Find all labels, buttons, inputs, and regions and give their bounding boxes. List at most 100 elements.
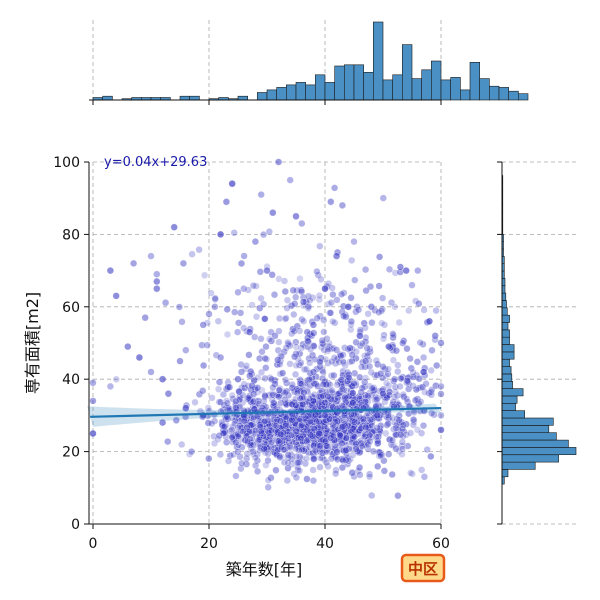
scatter-point: [389, 356, 398, 364]
scatter-point: [269, 209, 277, 217]
scatter-point: [270, 291, 279, 299]
scatter-point: [259, 300, 268, 308]
scatter-point: [286, 360, 294, 368]
scatter-point: [328, 357, 336, 366]
right-hist-bar: [501, 307, 508, 316]
scatter-point: [333, 381, 341, 389]
scatter-point: [431, 332, 439, 340]
scatter-point: [237, 464, 245, 473]
scatter-point: [321, 285, 329, 293]
scatter-point: [292, 293, 300, 301]
x-tick-label: 60: [432, 536, 450, 552]
scatter-point: [249, 450, 257, 458]
scatter-point: [326, 309, 335, 317]
scatter-point: [153, 277, 161, 286]
scatter-point: [211, 303, 219, 311]
scatter-point: [309, 321, 318, 329]
scatter-point: [283, 476, 291, 485]
scatter-point: [324, 359, 332, 367]
top-hist-bar: [392, 74, 403, 101]
scatter-point: [299, 400, 307, 409]
right-hist-bar: [501, 425, 550, 433]
scatter-point: [332, 469, 340, 478]
scatter-point: [261, 391, 269, 400]
x-tick-label: 20: [200, 536, 218, 552]
scatter-point: [252, 426, 260, 435]
scatter-point: [419, 368, 428, 376]
x-tick-label: 0: [89, 536, 98, 552]
scatter-point: [292, 343, 301, 351]
scatter-point: [339, 423, 347, 431]
scatter-point: [349, 425, 357, 433]
scatter-point: [361, 432, 369, 441]
scatter-point: [260, 418, 268, 426]
top-hist-bar: [324, 82, 335, 101]
right-hist-bar: [501, 366, 512, 375]
scatter-point: [316, 445, 324, 453]
scatter-point: [243, 454, 251, 463]
scatter-point: [185, 450, 194, 458]
district-badge: 中区: [400, 553, 446, 583]
scatter-points: [89, 158, 445, 500]
scatter-point: [243, 432, 251, 440]
scatter-point: [238, 443, 246, 451]
scatter-point: [389, 333, 397, 342]
scatter-point: [394, 492, 402, 500]
scatter-point: [248, 382, 256, 390]
scatter-point: [318, 336, 326, 345]
scatter-point: [282, 400, 291, 408]
top-hist-bar: [488, 85, 500, 101]
scatter-point: [383, 421, 391, 429]
scatter-point: [349, 399, 357, 407]
scatter-point: [260, 445, 268, 453]
scatter-point: [359, 415, 367, 423]
scatter-point: [375, 253, 384, 261]
scatter-point: [249, 390, 258, 398]
scatter-point: [276, 436, 284, 444]
scatter-point: [319, 392, 327, 400]
scatter-point: [188, 250, 196, 258]
scatter-point: [427, 366, 435, 375]
top-hist-bar: [459, 89, 471, 101]
scatter-point: [261, 315, 269, 323]
scatter-point: [161, 299, 170, 307]
scatter-point: [215, 378, 224, 386]
scatter-point: [296, 275, 304, 283]
scatter-point: [264, 476, 272, 484]
top-hist-bar: [479, 78, 490, 101]
scatter-point: [379, 363, 387, 371]
scatter-point: [257, 368, 266, 376]
scatter-point: [233, 328, 242, 336]
y-tick-label: 100: [53, 155, 80, 171]
top-hist-bar: [372, 21, 384, 101]
scatter-point: [258, 348, 266, 356]
scatter-point: [330, 371, 338, 380]
scatter-point: [433, 361, 441, 370]
scatter-point: [418, 466, 426, 474]
scatter-point: [199, 361, 208, 370]
scatter-point: [341, 418, 349, 426]
scatter-point: [407, 469, 415, 477]
scatter-point: [311, 446, 320, 455]
scatter-point: [276, 430, 285, 438]
scatter-point: [437, 390, 445, 398]
scatter-point: [265, 335, 274, 343]
scatter-point: [291, 444, 300, 453]
scatter-point: [309, 368, 318, 376]
scatter-point: [229, 450, 238, 459]
scatter-point: [319, 368, 327, 376]
scatter-point: [290, 310, 298, 319]
scatter-point: [290, 470, 298, 478]
scatter-point: [272, 466, 280, 474]
scatter-point: [342, 456, 350, 464]
scatter-point: [223, 330, 232, 339]
scatter-point: [106, 382, 115, 391]
scatter-point: [428, 386, 436, 394]
top-hist-bar: [276, 87, 287, 101]
scatter-point: [380, 331, 388, 339]
scatter-point: [293, 387, 302, 395]
right-hist-bar: [501, 454, 559, 463]
scatter-point: [234, 448, 242, 456]
scatter-point: [338, 201, 347, 210]
scatter-point: [292, 401, 300, 409]
